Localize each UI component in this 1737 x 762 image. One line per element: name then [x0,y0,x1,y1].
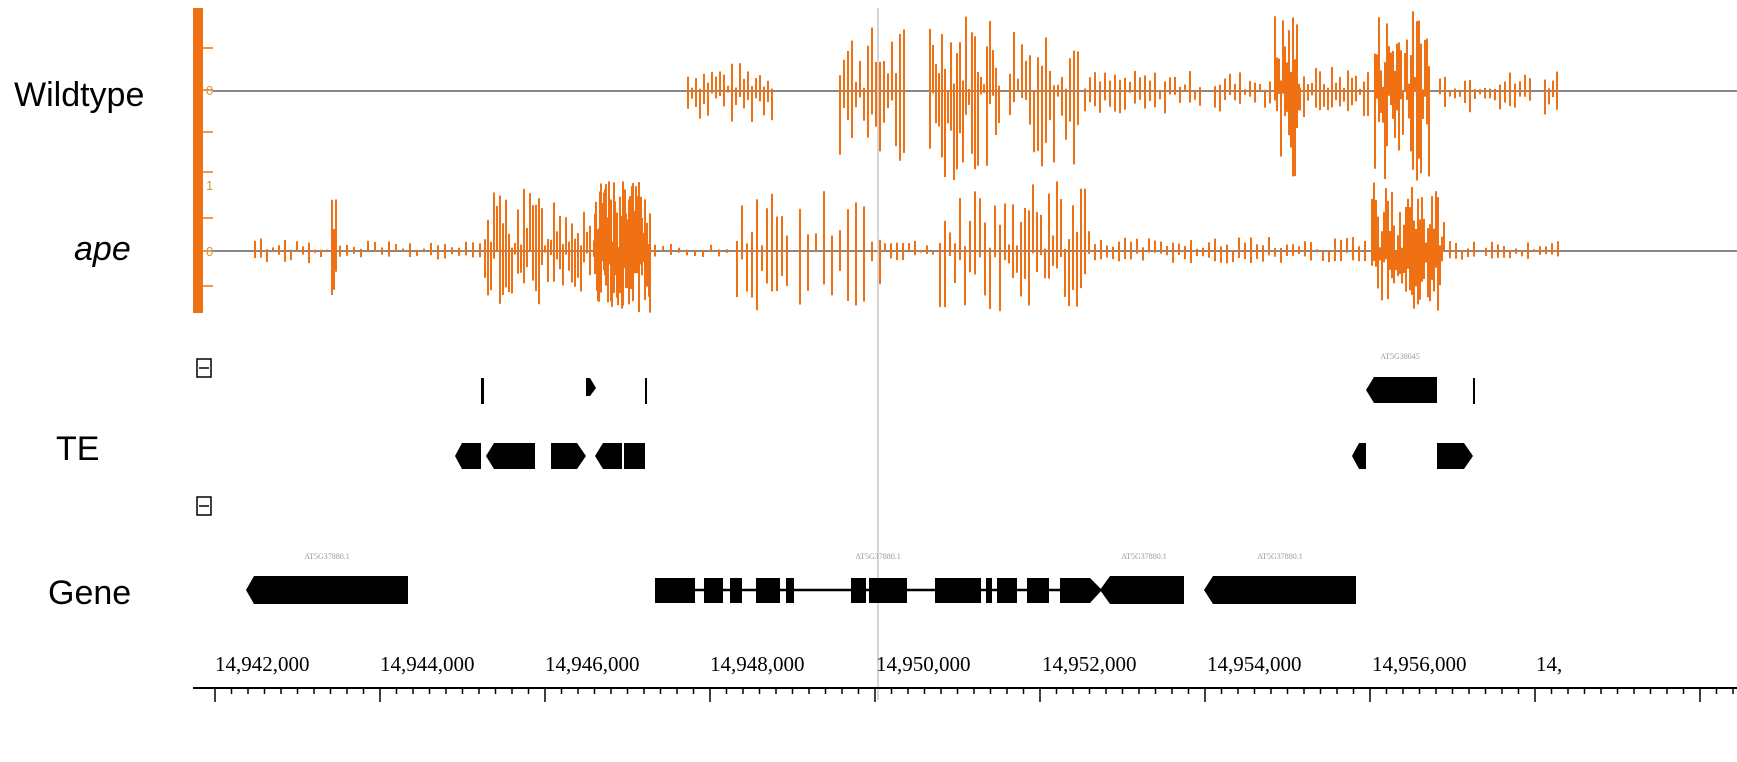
gene-exon [869,578,907,603]
ape-signal-track [254,181,1559,313]
gene-feature-label: AT5G37880.1 [1257,552,1303,561]
gene-model [1100,576,1184,604]
coordinate-ruler: 14,942,000 14,944,000 14,946,000 14,948,… [193,652,1737,702]
gene-feature-label: AT5G37880.1 [304,552,350,561]
te-feature [624,443,645,469]
gene-exon [655,578,695,603]
ruler-tick-label: 14,948,000 [710,652,805,676]
ape-zero-tick-label: 0 [206,244,213,259]
te-feature [645,378,647,404]
te-feature [595,443,622,469]
ape-upper-tick-label: 1 [206,178,213,193]
ruler-tick-label: 14,954,000 [1207,652,1302,676]
te-feature [1366,377,1437,403]
ruler-tick-label: 14,950,000 [876,652,971,676]
gene-exon [851,578,866,603]
ruler-tick-label: 14,944,000 [380,652,475,676]
te-collapse-icon[interactable] [196,358,212,378]
te-feature [455,443,481,469]
te-feature [481,378,484,404]
wildtype-signal-track [687,11,1558,181]
signal-track-sidebar [193,8,203,313]
ape-track-label: ape [74,230,131,268]
gene-model [246,576,408,604]
wildtype-zero-tick-label: 0 [206,83,213,98]
te-feature-label: AT5G38045 [1380,352,1420,361]
gene-exon [786,578,794,603]
gene-collapse-icon[interactable] [196,496,212,516]
ruler-tick-label: 14,952,000 [1042,652,1137,676]
te-feature [551,443,586,469]
gene-model [1204,576,1356,604]
ruler-tick-label: 14, [1536,652,1562,676]
te-feature [486,443,535,469]
te-feature [1352,443,1366,469]
ruler-tick-label: 14,942,000 [215,652,310,676]
gene-exon [730,578,742,603]
ruler-tick-label: 14,956,000 [1372,652,1467,676]
gene-exon [1027,578,1049,603]
gene-feature-label: AT5G37880.1 [855,552,901,561]
ape-axis-ticks [203,217,213,287]
gene-exon [704,578,723,603]
gene-exon [997,578,1017,603]
gene-track-label: Gene [48,574,132,612]
gene-exon [1060,578,1102,603]
te-track-label: TE [56,430,100,468]
gene-features[interactable]: AT5G37880.1 AT5G37880.1 AT5G37880.1 AT5G… [246,552,1356,604]
te-features[interactable]: AT5G38045 [455,352,1475,469]
wildtype-track-label: Wildtype [14,76,145,114]
te-feature [1437,443,1473,469]
wildtype-axis-ticks [203,47,213,173]
ruler-tick-label: 14,946,000 [545,652,640,676]
gene-feature-label: AT5G37880.1 [1121,552,1167,561]
te-feature [586,378,596,396]
gene-exon [756,578,780,603]
gene-exon [935,578,981,603]
te-feature [1473,378,1475,404]
gene-exon [986,578,992,603]
